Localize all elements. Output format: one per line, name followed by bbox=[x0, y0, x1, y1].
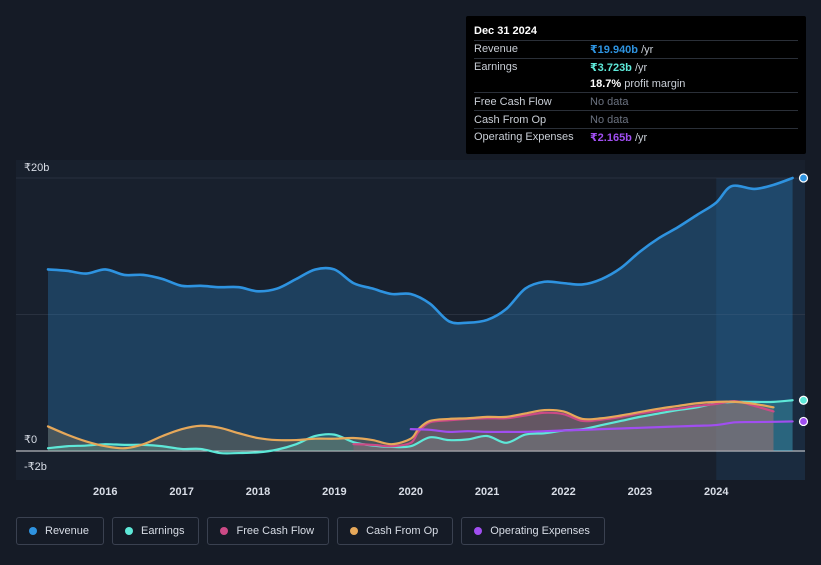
tooltip-value: ₹19.940b bbox=[590, 43, 639, 56]
y-tick-label: -₹2b bbox=[24, 461, 47, 473]
tooltip-row-revenue: Revenue ₹19.940b /yr bbox=[474, 40, 798, 58]
endpoint-marker-earnings bbox=[798, 395, 809, 405]
x-tick-label: 2018 bbox=[246, 486, 270, 498]
x-tick-label: 2022 bbox=[551, 486, 575, 498]
x-tick-label: 2019 bbox=[322, 486, 346, 498]
legend-label: Revenue bbox=[45, 525, 90, 537]
tooltip-label: Operating Expenses bbox=[474, 131, 574, 144]
line-free-cash-flow bbox=[352, 400, 775, 448]
area-revenue bbox=[48, 178, 793, 451]
tooltip-row-profit-margin: 18.7% profit margin bbox=[474, 76, 798, 93]
area-free-cash-flow bbox=[353, 401, 774, 451]
tooltip-row-free-cash-flow: Free Cash Flow No data bbox=[474, 92, 798, 110]
tooltip-label: Free Cash Flow bbox=[474, 95, 552, 108]
area-earnings bbox=[48, 400, 793, 454]
x-tick-label: 2024 bbox=[704, 486, 729, 498]
y-tick-label: ₹0 bbox=[24, 434, 37, 446]
line-earnings bbox=[46, 399, 794, 455]
y-tick-label: ₹20b bbox=[24, 162, 49, 174]
legend-dot-icon bbox=[350, 527, 359, 535]
tooltip-unit: profit margin bbox=[621, 77, 686, 90]
tooltip-date: Dec 31 2024 bbox=[474, 25, 537, 37]
legend-label: Operating Expenses bbox=[490, 525, 590, 537]
x-tick-label: 2017 bbox=[169, 486, 193, 498]
tooltip-unit: /yr bbox=[631, 131, 648, 144]
legend-dot-icon bbox=[29, 527, 37, 535]
legend: Revenue Earnings Free Cash Flow Cash Fro… bbox=[16, 517, 605, 545]
line-operating-expenses bbox=[409, 420, 794, 434]
endpoint-marker-revenue bbox=[798, 173, 809, 183]
legend-label: Earnings bbox=[141, 525, 185, 537]
x-tick-label: 2020 bbox=[399, 486, 423, 498]
legend-item-operating-expenses[interactable]: Operating Expenses bbox=[461, 517, 605, 545]
tooltip-value: No data bbox=[590, 95, 629, 108]
legend-label: Free Cash Flow bbox=[236, 525, 315, 537]
tooltip-row-operating-expenses: Operating Expenses ₹2.165b /yr bbox=[474, 127, 798, 146]
tooltip-value: 18.7% bbox=[590, 77, 622, 90]
line-revenue bbox=[46, 176, 794, 325]
legend-label: Cash From Op bbox=[366, 525, 439, 537]
tooltip-value: No data bbox=[590, 113, 629, 126]
tooltip-label: Revenue bbox=[474, 43, 519, 56]
tooltip-row-cash-from-op: Cash From Op No data bbox=[474, 110, 798, 128]
legend-item-revenue[interactable]: Revenue bbox=[16, 517, 105, 545]
x-tick-label: 2023 bbox=[628, 486, 652, 498]
legend-item-earnings[interactable]: Earnings bbox=[112, 517, 200, 545]
forecast-highlight-band bbox=[716, 178, 805, 480]
legend-dot-icon bbox=[125, 527, 134, 535]
tooltip-unit: /yr bbox=[638, 43, 654, 56]
tooltip-row-earnings: Earnings ₹3.723b /yr bbox=[474, 57, 798, 76]
endpoint-marker-operating-expenses bbox=[798, 416, 809, 427]
tooltip-value: ₹2.165b bbox=[590, 131, 632, 144]
x-tick-label: 2016 bbox=[93, 486, 117, 498]
legend-item-free-cash-flow[interactable]: Free Cash Flow bbox=[207, 517, 330, 545]
tooltip-value: ₹3.723b bbox=[590, 61, 632, 74]
legend-item-cash-from-op[interactable]: Cash From Op bbox=[337, 517, 454, 545]
tooltip-panel: Dec 31 2024 Revenue ₹19.940b /yr Earning… bbox=[466, 16, 806, 154]
tooltip-label: Earnings bbox=[474, 61, 518, 74]
x-tick-label: 2021 bbox=[475, 486, 499, 498]
tooltip-label: Cash From Op bbox=[474, 113, 547, 126]
legend-dot-icon bbox=[474, 527, 483, 535]
legend-dot-icon bbox=[220, 527, 229, 535]
area-cash-from-op bbox=[48, 401, 774, 451]
line-cash-from-op bbox=[46, 400, 775, 450]
tooltip-unit: /yr bbox=[631, 61, 648, 74]
